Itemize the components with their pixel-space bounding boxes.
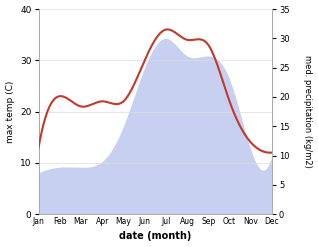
Y-axis label: max temp (C): max temp (C) — [5, 80, 15, 143]
Y-axis label: med. precipitation (kg/m2): med. precipitation (kg/m2) — [303, 55, 313, 168]
X-axis label: date (month): date (month) — [119, 231, 191, 242]
